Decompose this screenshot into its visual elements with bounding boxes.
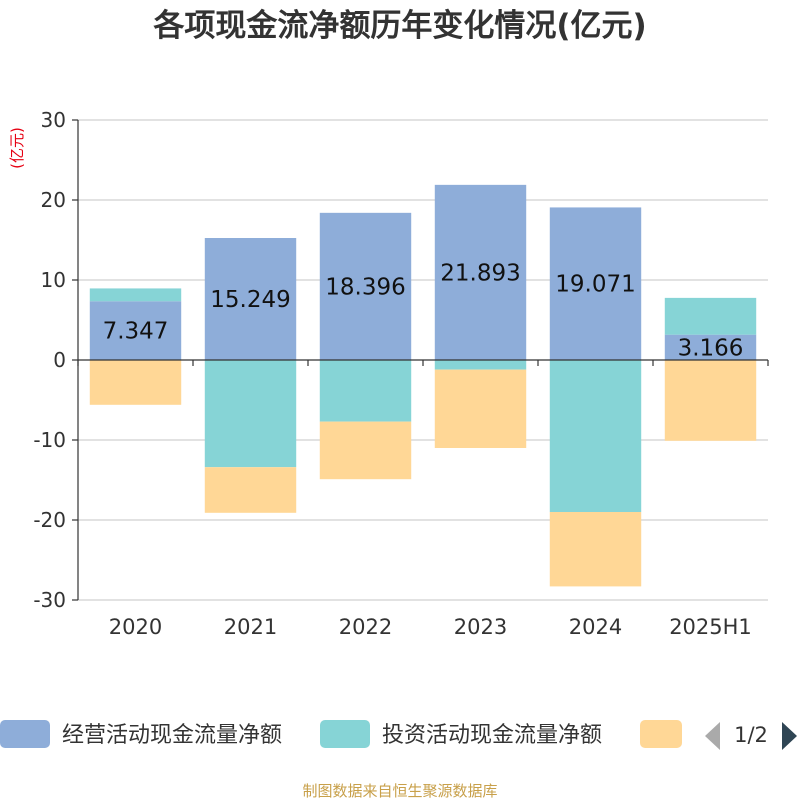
y-tick-label: -10	[33, 428, 66, 452]
legend-label-investing[interactable]: 投资活动现金流量净额	[382, 723, 602, 748]
bar-series2-2023[interactable]	[434, 369, 527, 448]
y-tick-label: -30	[33, 588, 66, 612]
x-tick-label: 2024	[569, 615, 622, 639]
bar-series1-2024[interactable]	[549, 360, 642, 512]
legend: 经营活动现金流量净额 投资活动现金流量净额 1/2	[0, 720, 797, 750]
data-label: 19.071	[555, 272, 635, 298]
legend-label-operating[interactable]: 经营活动现金流量净额	[62, 723, 282, 748]
legend-swatch-operating[interactable]	[0, 720, 50, 748]
legend-page-indicator: 1/2	[734, 723, 768, 747]
grid-lines	[78, 119, 768, 601]
bar-series2-2020[interactable]	[89, 360, 182, 405]
bar-series2-2022[interactable]	[319, 421, 412, 480]
y-tick-label: 20	[41, 188, 66, 212]
bar-series1-2021[interactable]	[204, 360, 297, 468]
source-note: 制图数据来自恒生聚源数据库	[302, 782, 497, 800]
legend-next-page-icon[interactable]	[782, 722, 797, 750]
x-tick-label: 2022	[339, 615, 392, 639]
x-tick-label: 2021	[224, 615, 277, 639]
legend-swatch-investing[interactable]	[320, 720, 370, 748]
bar-series0-2020[interactable]	[89, 301, 182, 360]
bar-series1-2023[interactable]	[434, 360, 527, 370]
bar-series2-2024[interactable]	[549, 512, 642, 587]
bar-series2-2021[interactable]	[204, 467, 297, 513]
x-tick-label: 2023	[454, 615, 507, 639]
bar-series2-2025H1[interactable]	[664, 360, 757, 441]
axes-layer: 30 20 10 0 -10 -20 -30 2020 2021 2022 2023 2024 2025…	[33, 108, 769, 639]
x-tick-label: 2020	[109, 615, 162, 639]
bar-series0-2025H1[interactable]	[664, 334, 757, 360]
bar-series1-2022[interactable]	[319, 360, 412, 422]
legend-swatch-financing[interactable]	[640, 720, 682, 748]
data-label: 7.347	[103, 319, 169, 345]
bars-layer	[89, 184, 757, 587]
legend-prev-page-icon[interactable]	[705, 722, 720, 750]
data-label: 18.396	[325, 274, 405, 300]
y-tick-label: 30	[41, 108, 66, 132]
y-tick-label: -20	[33, 508, 66, 532]
x-tick-label: 2025H1	[669, 615, 752, 639]
bar-series0-2024[interactable]	[549, 207, 642, 360]
chart-title: 各项现金流净额历年变化情况(亿元)	[152, 8, 646, 44]
data-label: 3.166	[678, 335, 744, 361]
y-tick-label: 10	[41, 268, 66, 292]
bar-series0-2022[interactable]	[319, 212, 412, 360]
bar-series1-2025H1[interactable]	[664, 297, 757, 335]
data-label: 21.893	[440, 260, 520, 286]
bar-series0-2023[interactable]	[434, 184, 527, 360]
data-labels-layer: 7.347 15.249 18.396 21.893 19.071 3.166	[103, 260, 744, 361]
y-tick-label: 0	[53, 348, 66, 372]
bar-series1-2020[interactable]	[89, 288, 182, 302]
bar-series0-2021[interactable]	[204, 238, 297, 360]
y-axis-unit: (亿元)	[8, 127, 26, 169]
data-label: 15.249	[210, 287, 290, 313]
